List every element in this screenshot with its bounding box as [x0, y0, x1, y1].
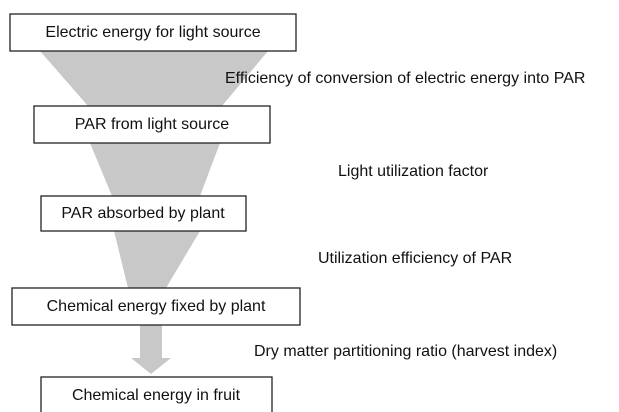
node-label: Electric energy for light source [45, 24, 260, 41]
node-label: Chemical energy fixed by plant [47, 298, 266, 315]
edge-label: Efficiency of conversion of electric ene… [225, 70, 585, 87]
edge-label: Light utilization factor [338, 163, 489, 180]
node-box [9, 13, 297, 52]
funnel [90, 143, 220, 196]
node-box [40, 195, 247, 232]
funnel [114, 231, 200, 288]
node-label: PAR from light source [75, 116, 230, 133]
edge-label: Utilization efficiency of PAR [318, 250, 512, 267]
edge-label: Dry matter partitioning ratio (harvest i… [254, 343, 557, 360]
node-label: PAR absorbed by plant [61, 205, 225, 222]
node-box [11, 287, 301, 326]
funnel [40, 51, 268, 106]
node-label: Chemical energy in fruit [72, 387, 241, 404]
arrow [131, 325, 171, 374]
node-box [33, 105, 271, 144]
node-box [40, 376, 273, 412]
